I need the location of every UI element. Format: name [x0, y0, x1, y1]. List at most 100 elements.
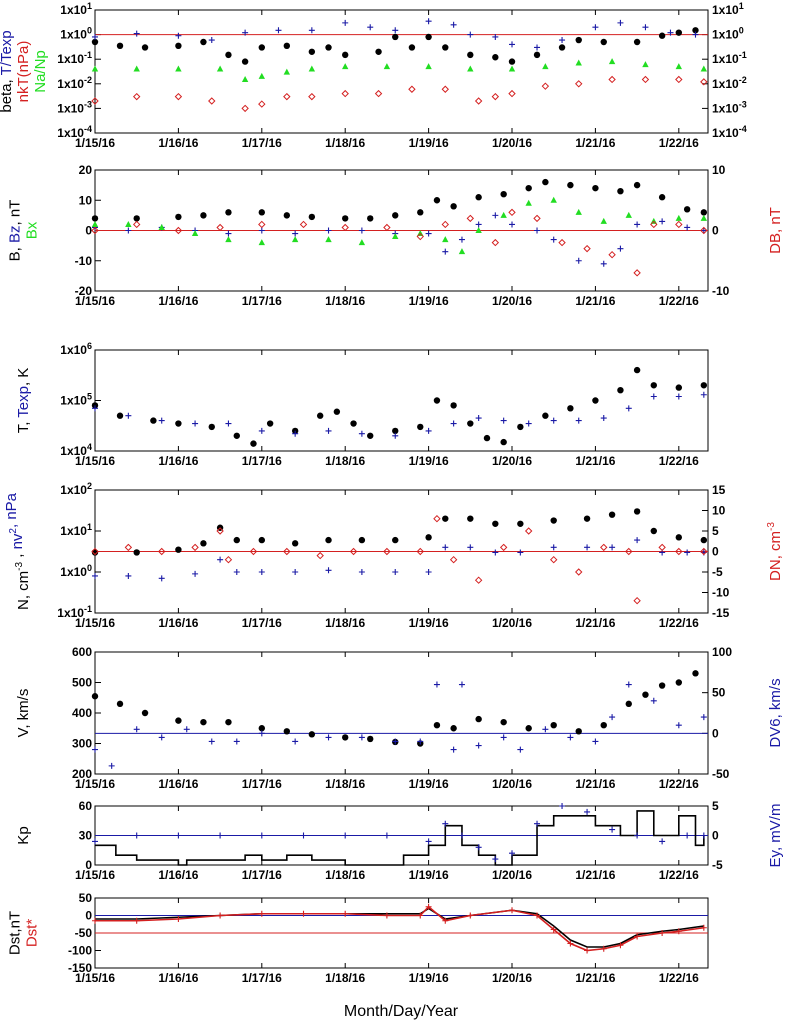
data-point	[417, 912, 424, 919]
data-point	[342, 51, 349, 59]
y-tick-label-right: -5	[712, 858, 723, 872]
y-tick-label-right: 10	[712, 163, 726, 177]
data-point	[533, 51, 541, 59]
x-tick-label: 1/22/16	[659, 616, 699, 630]
data-point	[133, 726, 140, 733]
data-point	[374, 89, 383, 98]
y-tick-label: 1x100	[60, 563, 92, 579]
data-point	[325, 536, 332, 544]
x-tick-label: 1/20/16	[492, 454, 532, 468]
y-tick-label-right: 100	[712, 645, 732, 659]
x-tick-label: 1/15/16	[75, 616, 115, 630]
data-point	[475, 227, 482, 233]
data-point	[92, 33, 98, 40]
data-point	[291, 236, 299, 243]
x-tick-label: 1/18/16	[325, 777, 365, 791]
data-point	[258, 220, 266, 229]
axis-label-line: Bx	[24, 221, 41, 239]
data-point	[442, 544, 449, 551]
data-point	[224, 555, 233, 564]
data-point	[367, 24, 374, 31]
data-point	[283, 547, 291, 556]
series-line	[95, 810, 705, 866]
y-tick-label: 1x101	[60, 1, 92, 17]
data-point	[192, 420, 199, 427]
data-point	[91, 38, 99, 46]
data-point	[175, 32, 182, 39]
data-point	[358, 536, 366, 544]
data-point	[116, 412, 124, 419]
data-point	[467, 51, 474, 59]
x-tick-label: 1/20/16	[492, 616, 532, 630]
data-point	[358, 569, 365, 575]
series-mag-0	[91, 178, 708, 222]
data-point	[542, 726, 549, 733]
x-tick-label: 1/15/16	[75, 136, 115, 150]
y-tick-label-right: -5	[712, 565, 723, 579]
data-point	[600, 38, 607, 46]
tick-exponent: 0	[87, 26, 92, 36]
data-point	[132, 220, 141, 229]
y-tick-label: 1x105	[60, 392, 92, 408]
data-point	[500, 191, 507, 198]
data-point	[475, 194, 482, 201]
data-point	[675, 29, 683, 36]
data-point	[634, 537, 641, 544]
data-point	[233, 432, 240, 439]
tick-base: 1x10	[60, 524, 87, 538]
data-point	[216, 223, 224, 232]
data-point	[350, 420, 357, 427]
data-point	[233, 738, 240, 745]
data-point	[608, 250, 616, 259]
tick-base: 1x10	[60, 483, 87, 497]
data-point	[283, 68, 291, 75]
data-point	[367, 432, 374, 439]
y-tick-label: 1x10-1	[57, 50, 92, 66]
data-point	[575, 728, 582, 735]
data-point	[225, 230, 232, 237]
data-point	[116, 700, 124, 708]
y-tick-label-right: 1x10-4	[712, 124, 747, 140]
data-point	[433, 514, 441, 523]
data-point	[542, 63, 549, 70]
y-tick-label-right: 0	[712, 224, 719, 238]
data-point	[575, 36, 582, 44]
data-point	[675, 63, 683, 70]
data-point	[392, 427, 399, 435]
data-point	[508, 65, 516, 72]
data-point	[241, 58, 249, 65]
x-tick-label: 1/19/16	[409, 777, 449, 791]
data-point	[692, 670, 699, 677]
data-point	[91, 549, 99, 556]
data-point	[91, 226, 99, 235]
data-point	[492, 549, 499, 556]
x-tick-label: 1/16/16	[158, 136, 198, 150]
data-point	[91, 97, 99, 105]
data-point	[367, 215, 374, 222]
data-point	[700, 547, 708, 556]
data-point	[525, 199, 532, 206]
data-point	[475, 742, 482, 749]
data-point	[392, 432, 399, 439]
data-point	[392, 233, 399, 240]
data-point	[258, 730, 265, 737]
x-tick-label: 1/15/16	[75, 971, 115, 985]
data-point	[575, 80, 583, 88]
data-point	[608, 75, 616, 84]
y-tick-label: 1x106	[60, 341, 92, 357]
x-tick-label: 1/21/16	[575, 454, 615, 468]
tick-exponent: -1	[84, 604, 92, 614]
data-point	[283, 212, 291, 219]
series-beta-0	[91, 27, 699, 65]
axis-label-line: nkT(nPa)	[15, 41, 32, 103]
axis-label-run: V, km/s	[15, 689, 32, 738]
tick-exponent: -4	[739, 124, 747, 134]
axis-label-run: ,	[9, 549, 26, 562]
data-point	[200, 540, 207, 547]
tick-base: 1x10	[712, 77, 739, 91]
data-point	[425, 427, 432, 434]
panel-kp: 1/15/16 1/16/16 1/17/16 1/18/16 1/19/16 1/20/…	[15, 799, 784, 882]
y-tick-label-right: 1x10-3	[712, 99, 747, 115]
x-tick-label: 1/20/16	[492, 868, 532, 882]
